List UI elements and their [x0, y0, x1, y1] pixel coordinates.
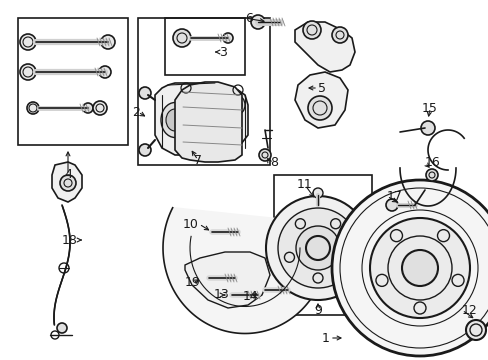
Text: 8: 8: [269, 157, 278, 170]
Circle shape: [250, 283, 264, 297]
Bar: [273, 175, 371, 315]
Circle shape: [385, 199, 397, 211]
Circle shape: [198, 225, 212, 239]
Text: 10: 10: [183, 217, 199, 230]
Circle shape: [295, 226, 339, 270]
Text: 5: 5: [317, 81, 325, 94]
Circle shape: [331, 180, 488, 356]
Circle shape: [20, 34, 36, 50]
Circle shape: [139, 144, 151, 156]
Ellipse shape: [161, 103, 189, 138]
Circle shape: [303, 21, 320, 39]
Circle shape: [20, 64, 36, 80]
Circle shape: [420, 121, 434, 135]
Circle shape: [331, 27, 347, 43]
Circle shape: [83, 103, 93, 113]
Circle shape: [250, 15, 264, 29]
Text: 18: 18: [62, 234, 78, 247]
Circle shape: [93, 101, 107, 115]
Text: 2: 2: [132, 105, 140, 118]
Text: 13: 13: [214, 288, 229, 302]
Text: 1: 1: [322, 332, 329, 345]
Circle shape: [27, 102, 39, 114]
Polygon shape: [163, 207, 326, 333]
Circle shape: [312, 188, 323, 198]
Circle shape: [173, 29, 191, 47]
Circle shape: [265, 196, 369, 300]
Circle shape: [278, 208, 357, 288]
Circle shape: [465, 320, 485, 340]
Text: 4: 4: [64, 168, 72, 181]
Circle shape: [57, 323, 67, 333]
Text: 7: 7: [194, 153, 202, 166]
Text: 16: 16: [424, 157, 440, 170]
Text: 3: 3: [219, 45, 226, 58]
Circle shape: [218, 288, 231, 302]
Circle shape: [425, 169, 437, 181]
Circle shape: [195, 271, 208, 285]
Circle shape: [330, 219, 340, 229]
Circle shape: [312, 273, 323, 283]
Circle shape: [401, 250, 437, 286]
Text: 14: 14: [243, 291, 258, 303]
Circle shape: [369, 218, 469, 318]
Bar: [164, 18, 244, 75]
Polygon shape: [294, 72, 347, 128]
Circle shape: [99, 66, 111, 78]
Text: 6: 6: [244, 12, 252, 24]
Polygon shape: [155, 83, 247, 155]
Text: 15: 15: [421, 102, 437, 114]
Text: 11: 11: [297, 179, 312, 192]
Polygon shape: [52, 162, 82, 202]
Ellipse shape: [165, 109, 183, 131]
Circle shape: [307, 96, 331, 120]
Circle shape: [284, 252, 294, 262]
Bar: [18, 18, 128, 145]
Polygon shape: [294, 22, 354, 72]
Polygon shape: [184, 252, 269, 308]
Circle shape: [259, 149, 270, 161]
Circle shape: [101, 35, 115, 49]
Circle shape: [223, 33, 232, 43]
Circle shape: [60, 175, 76, 191]
Polygon shape: [175, 82, 242, 162]
Text: 9: 9: [313, 303, 321, 316]
Circle shape: [295, 219, 305, 229]
Circle shape: [139, 87, 151, 99]
Text: 12: 12: [461, 303, 477, 316]
Text: 17: 17: [386, 189, 402, 202]
Bar: [138, 18, 269, 165]
Text: 19: 19: [185, 276, 201, 289]
Circle shape: [341, 252, 351, 262]
Ellipse shape: [230, 96, 244, 114]
